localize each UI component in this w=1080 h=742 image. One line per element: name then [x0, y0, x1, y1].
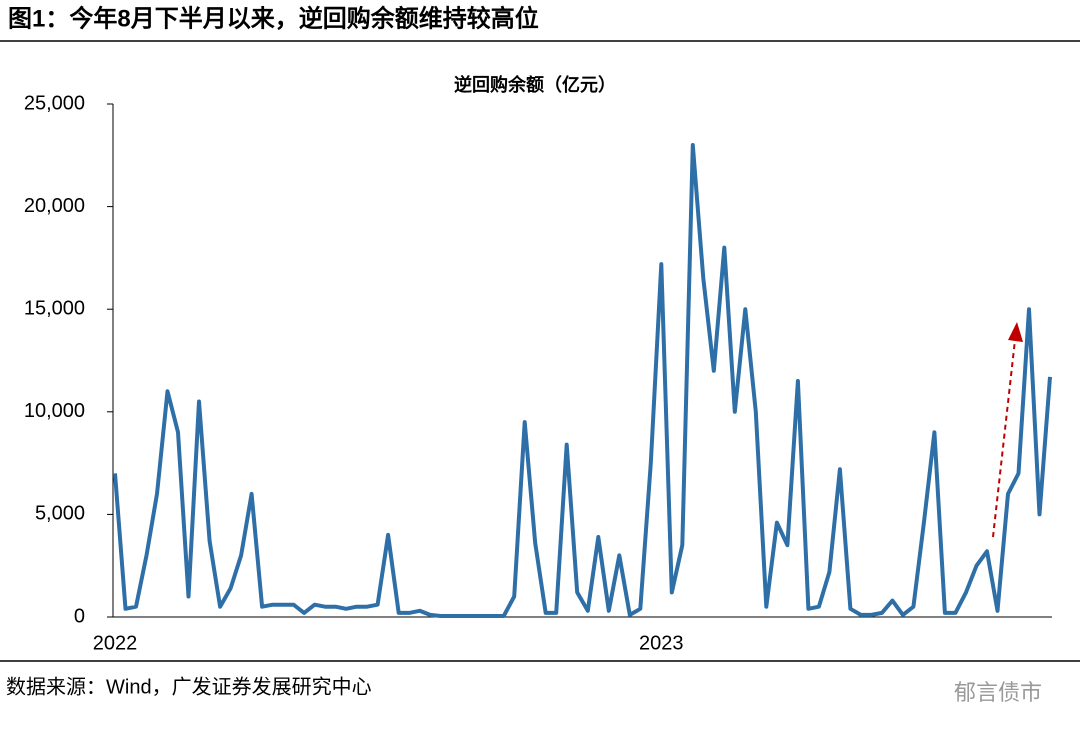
y-tick-label: 0: [74, 605, 85, 627]
x-tick-label: 2022: [93, 632, 138, 654]
y-tick-label: 25,000: [24, 92, 85, 114]
x-tick-label: 2023: [639, 632, 684, 654]
figure-header: 图1：今年8月下半月以来，逆回购余额维持较高位: [8, 4, 539, 32]
source-note: 数据来源：Wind，广发证券发展研究中心: [6, 675, 372, 698]
watermark: 郁言债市: [954, 680, 1042, 705]
y-tick-label: 20,000: [24, 195, 85, 217]
trend-arrow: [992, 339, 1016, 538]
y-tick-label: 5,000: [35, 503, 85, 525]
y-tick-label: 10,000: [24, 400, 85, 422]
chart-title: 逆回购余额（亿元）: [454, 74, 616, 95]
y-tick-label: 15,000: [24, 297, 85, 319]
series-line: [113, 143, 1052, 618]
arrow-head: [1008, 322, 1023, 342]
